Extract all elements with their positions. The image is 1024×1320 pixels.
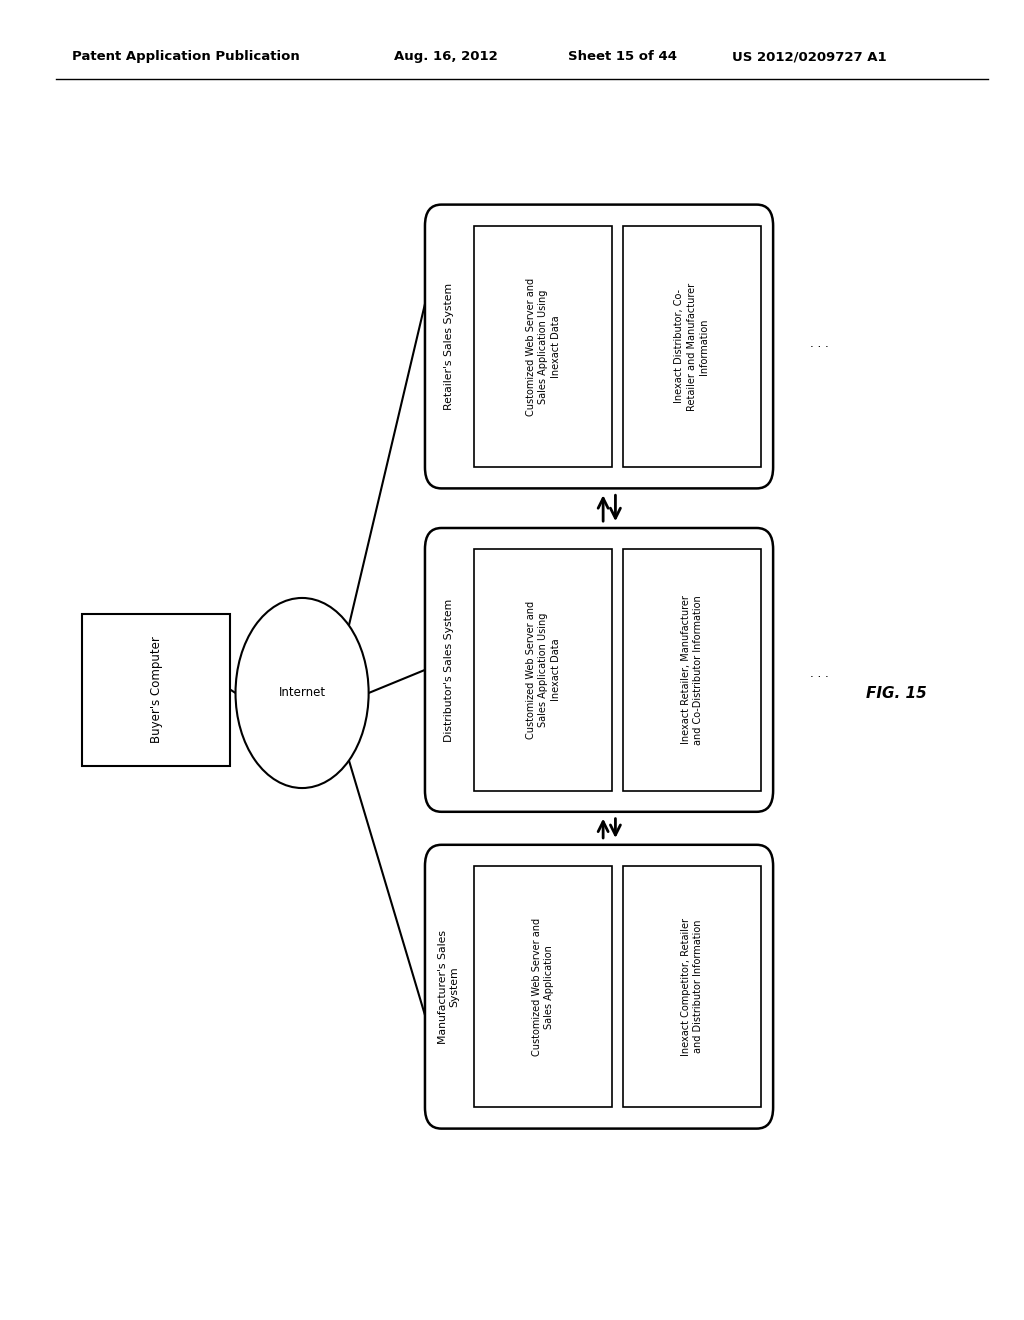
Bar [82, 614, 230, 766]
Text: Manufacturer's Sales
System: Manufacturer's Sales System [437, 929, 460, 1044]
Bar [474, 226, 612, 467]
Bar [474, 866, 612, 1107]
Text: Distributor's Sales System: Distributor's Sales System [443, 598, 454, 742]
Bar [474, 549, 612, 791]
Text: . . .: . . . [810, 337, 828, 350]
FancyBboxPatch shape [425, 528, 773, 812]
Text: Customized Web Server and
Sales Application Using
Inexact Data: Customized Web Server and Sales Applicat… [526, 601, 560, 739]
Text: US 2012/0209727 A1: US 2012/0209727 A1 [732, 50, 887, 63]
Text: Aug. 16, 2012: Aug. 16, 2012 [394, 50, 498, 63]
Text: Customized Web Server and
Sales Application: Customized Web Server and Sales Applicat… [532, 917, 554, 1056]
Text: . . .: . . . [810, 667, 828, 680]
Text: Retailer's Sales System: Retailer's Sales System [443, 282, 454, 411]
Text: Patent Application Publication: Patent Application Publication [72, 50, 299, 63]
FancyBboxPatch shape [425, 845, 773, 1129]
Bar [623, 549, 761, 791]
Text: Sheet 15 of 44: Sheet 15 of 44 [568, 50, 677, 63]
Text: Internet: Internet [279, 686, 326, 700]
Text: Inexact Competitor, Retailer
and Distributor Information: Inexact Competitor, Retailer and Distrib… [681, 917, 702, 1056]
Bar [623, 226, 761, 467]
Text: Inexact Distributor, Co-
Retailer and Manufacturer
Information: Inexact Distributor, Co- Retailer and Ma… [675, 282, 709, 411]
Text: Inexact Retailer, Manufacturer
and Co-Distributor Information: Inexact Retailer, Manufacturer and Co-Di… [681, 595, 702, 744]
Text: Customized Web Server and
Sales Application Using
Inexact Data: Customized Web Server and Sales Applicat… [526, 277, 560, 416]
FancyBboxPatch shape [425, 205, 773, 488]
Ellipse shape [236, 598, 369, 788]
Text: FIG. 15: FIG. 15 [865, 685, 927, 701]
Text: Buyer's Computer: Buyer's Computer [150, 636, 163, 743]
Bar [623, 866, 761, 1107]
